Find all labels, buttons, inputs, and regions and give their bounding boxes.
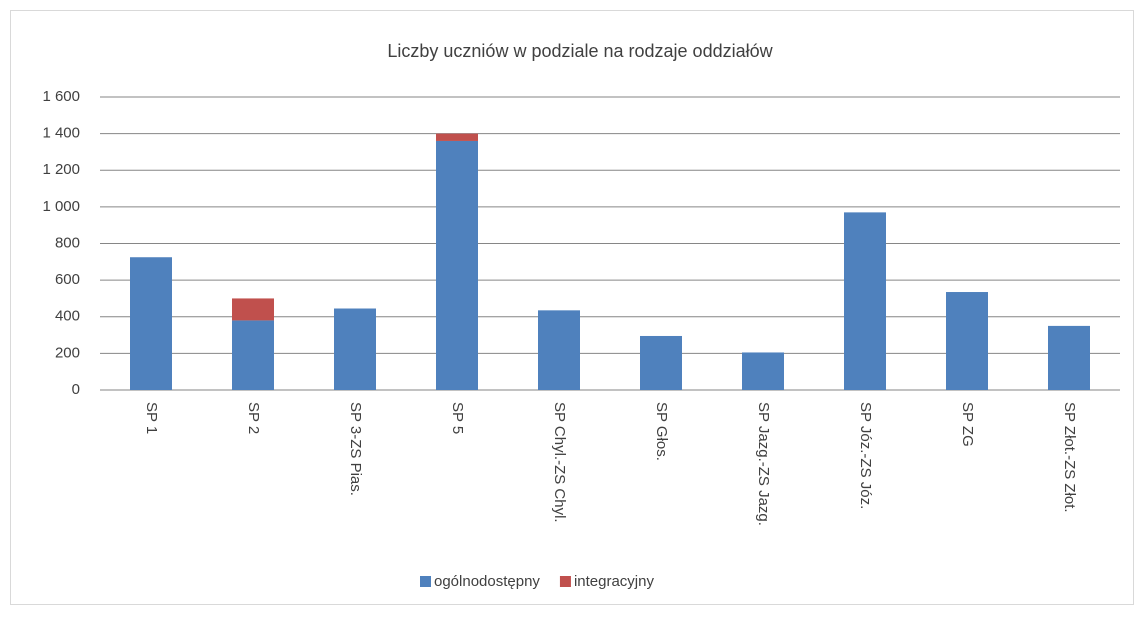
bar-segment bbox=[334, 308, 376, 390]
y-tick-label: 0 bbox=[72, 381, 80, 398]
chart-title: Liczby uczniów w podziale na rodzaje odd… bbox=[387, 41, 773, 61]
bar-segment bbox=[232, 298, 274, 321]
bar-segment bbox=[436, 133, 478, 141]
y-tick-label: 600 bbox=[55, 271, 80, 288]
bar-segment bbox=[436, 140, 478, 390]
x-tick-label: SP ZG bbox=[959, 402, 976, 447]
x-tick-label: SP Józ.-ZS Józ. bbox=[857, 402, 874, 509]
bar-segment bbox=[1048, 325, 1090, 390]
y-tick-label: 400 bbox=[55, 308, 80, 325]
legend-label: integracyjny bbox=[574, 573, 655, 590]
legend-label: ogólnodostępny bbox=[434, 573, 540, 590]
y-tick-label: 1 200 bbox=[42, 161, 80, 178]
x-tick-label: SP 2 bbox=[245, 402, 262, 434]
bar-segment bbox=[130, 257, 172, 390]
x-tick-label: SP 3-ZS Pias. bbox=[347, 402, 364, 496]
x-tick-label: SP 1 bbox=[143, 402, 160, 434]
legend-swatch bbox=[559, 576, 571, 587]
legend-swatch bbox=[420, 576, 431, 587]
bar-segment bbox=[232, 320, 274, 390]
y-tick-label: 1 000 bbox=[42, 198, 80, 215]
bar-segment bbox=[946, 292, 988, 390]
bar-segment bbox=[538, 310, 580, 390]
y-tick-label: 200 bbox=[55, 344, 80, 361]
x-tick-label: SP Jazg.-ZS Jazg. bbox=[755, 402, 772, 526]
bar-segment bbox=[640, 335, 682, 390]
x-tick-label: SP Złot.-ZS Złot. bbox=[1061, 402, 1078, 513]
x-tick-label: SP 5 bbox=[449, 402, 466, 434]
y-tick-label: 1 600 bbox=[42, 88, 80, 105]
x-tick-label: SP Głos. bbox=[653, 402, 670, 461]
x-tick-label: SP Chyl.-ZS Chyl. bbox=[551, 402, 568, 523]
y-tick-label: 1 400 bbox=[42, 125, 80, 142]
bar-segment bbox=[742, 352, 784, 390]
y-tick-label: 800 bbox=[55, 234, 80, 251]
bar-segment bbox=[844, 212, 886, 390]
